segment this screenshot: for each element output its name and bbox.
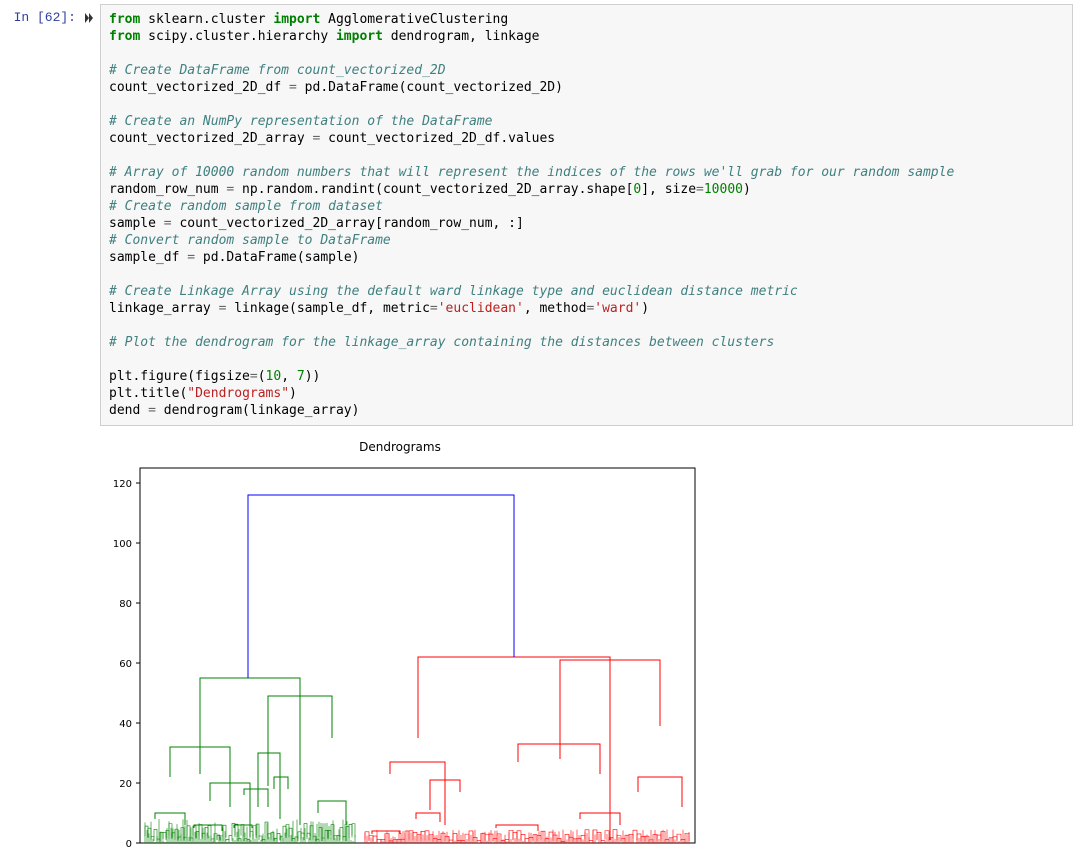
svg-text:80: 80	[119, 599, 132, 610]
svg-text:20: 20	[119, 779, 132, 790]
in-prompt-label: In [62]:	[14, 10, 76, 25]
svg-text:60: 60	[119, 659, 132, 670]
dendrogram-figure: Dendrograms 0 20 40 60 80 100 120	[100, 440, 700, 853]
svg-text:40: 40	[119, 719, 132, 730]
prompt-area: In [62]:	[0, 4, 100, 28]
output-area: Dendrograms 0 20 40 60 80 100 120	[0, 430, 1073, 853]
svg-text:120: 120	[113, 479, 132, 490]
svg-text:0: 0	[126, 839, 132, 850]
code-input[interactable]: from sklearn.cluster import Agglomerativ…	[100, 4, 1073, 426]
run-cell-icon[interactable]	[84, 12, 94, 28]
svg-text:100: 100	[113, 539, 132, 550]
chart-title: Dendrograms	[100, 440, 700, 454]
dendrogram-plot: 0 20 40 60 80 100 120	[100, 458, 700, 853]
notebook-cell: In [62]: from sklearn.cluster import Agg…	[0, 0, 1073, 430]
